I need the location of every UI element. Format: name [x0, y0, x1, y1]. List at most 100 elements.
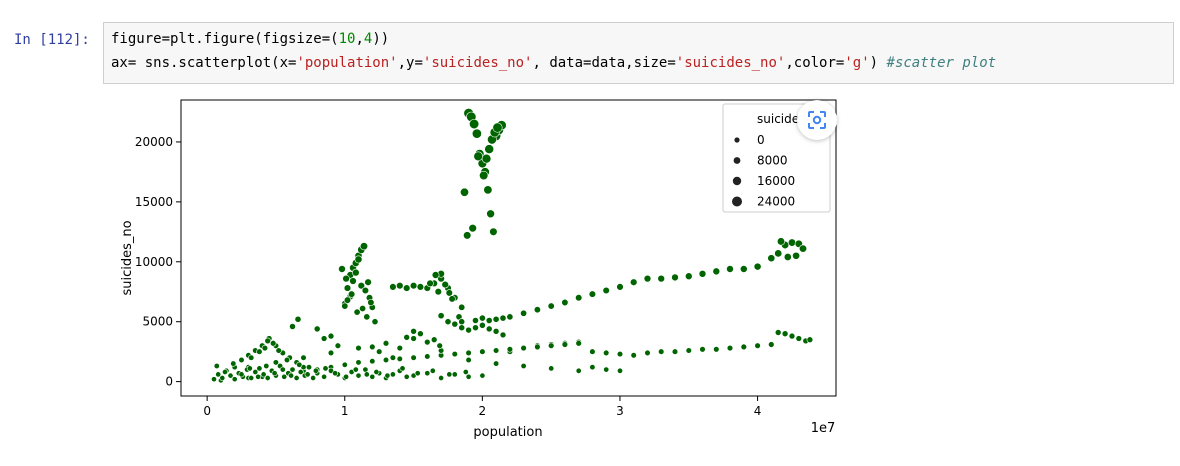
scatter-point: [458, 303, 466, 311]
scatter-point: [304, 371, 311, 378]
scatter-point: [788, 332, 796, 340]
scatter-point: [410, 335, 417, 342]
scatter-point: [699, 346, 706, 353]
scatter-point: [685, 272, 693, 280]
scatter-point: [603, 349, 610, 357]
scatter-point: [479, 372, 486, 379]
scatter-point: [256, 365, 263, 372]
scatter-point: [712, 267, 721, 276]
scatter-point: [281, 373, 288, 380]
scatter-point: [342, 274, 350, 283]
scatter-point: [417, 330, 424, 338]
data-points: [211, 108, 814, 384]
scatter-point: [403, 373, 410, 380]
scatter-point: [792, 251, 801, 260]
scatter-point: [438, 375, 445, 381]
scatter-point: [312, 367, 319, 374]
scatter-point: [327, 349, 335, 357]
scatter-point: [485, 317, 493, 324]
scatter-point: [369, 373, 376, 380]
scatter-point: [465, 356, 472, 364]
scatter-point: [671, 273, 679, 282]
scatter-point: [754, 342, 761, 349]
scatter-point: [492, 347, 500, 354]
scatter-point: [462, 369, 469, 375]
code-number: 4: [363, 31, 373, 47]
scatter-point: [575, 294, 583, 302]
scatter-point: [493, 360, 500, 367]
scatter-point: [434, 288, 442, 296]
scatter-point: [389, 283, 397, 291]
scatter-point: [289, 366, 296, 373]
google-lens-button[interactable]: [797, 100, 837, 140]
code-cell[interactable]: figure=plt.figure(figsize=(10,4)) ax= sn…: [103, 22, 1174, 84]
scatter-point: [445, 289, 453, 297]
scatter-point: [355, 359, 362, 366]
scatter-point: [283, 356, 291, 364]
scatter-point: [787, 238, 797, 247]
legend-label: 24000: [757, 195, 795, 209]
legend-label: 8000: [757, 154, 788, 168]
scatter-point: [616, 350, 624, 358]
scatter-point: [499, 314, 507, 322]
scatter-point: [575, 367, 582, 374]
scatter-point: [313, 325, 321, 333]
x-axis-offset-label: 1e7: [811, 421, 836, 436]
scatter-point: [343, 296, 352, 304]
scatter-point: [355, 344, 362, 352]
code-token: ,y=: [397, 55, 423, 71]
scatter-point: [363, 313, 371, 321]
scatter-point: [489, 227, 498, 236]
scatter-point: [389, 371, 396, 378]
scatter-point: [219, 375, 226, 381]
scatter-point: [376, 348, 383, 355]
scatter-point: [481, 153, 492, 164]
scatter-point: [506, 313, 514, 321]
scatter-point: [341, 361, 348, 368]
scatter-point: [261, 344, 269, 352]
scatter-point: [657, 274, 665, 283]
scatter-point: [382, 356, 390, 364]
scatter-point: [430, 336, 438, 343]
scatter-point: [441, 280, 449, 289]
scatter-point: [471, 128, 482, 139]
google-lens-icon: [808, 111, 826, 129]
scatter-point: [263, 362, 270, 370]
scatter-point: [255, 373, 262, 380]
scatter-point: [486, 209, 495, 219]
scatter-point: [506, 346, 514, 353]
y-tick-label: 10000: [135, 255, 173, 269]
scatter-point: [575, 340, 582, 347]
scatter-point: [260, 371, 267, 378]
scatter-point: [215, 371, 222, 378]
scatter-point: [352, 366, 359, 373]
scatter-point: [396, 282, 404, 290]
scatter-point: [354, 255, 363, 264]
scatter-point: [740, 343, 747, 351]
scatter-point: [492, 327, 500, 335]
code-string: 'population': [296, 55, 398, 71]
scatter-point: [310, 375, 317, 381]
scatter-point: [463, 231, 472, 240]
scatter-point: [479, 321, 486, 329]
scatter-point: [520, 344, 527, 352]
x-axis-label: population: [473, 425, 542, 440]
legend-marker: [732, 176, 742, 186]
scatter-point: [363, 371, 370, 378]
scatter-point: [767, 254, 776, 263]
scatter-point: [589, 348, 596, 355]
scatter-point: [399, 365, 406, 372]
scatter-point: [520, 309, 528, 317]
scatter-point: [774, 249, 783, 258]
scatter-point: [248, 354, 255, 361]
scatter-point: [264, 375, 271, 381]
code-token: ): [869, 55, 887, 71]
scatter-point: [231, 376, 238, 383]
scatter-point: [465, 373, 472, 380]
scatter-point: [238, 356, 245, 364]
code-token: ax= sns.scatterplot(x=: [111, 55, 297, 71]
scatter-point: [382, 340, 390, 347]
scatter-point: [429, 367, 436, 374]
scatter-point: [343, 284, 352, 292]
scatter-point: [297, 369, 304, 375]
